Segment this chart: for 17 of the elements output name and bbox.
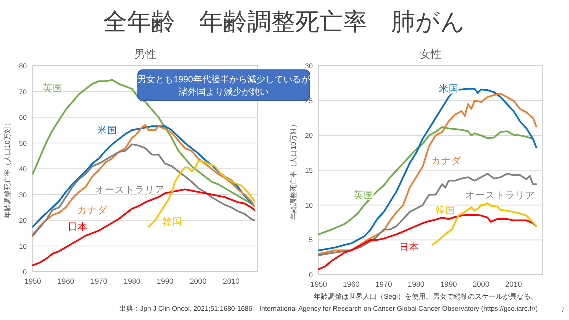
series-label: 米国 (97, 125, 118, 136)
chart-title: 全年齢 年齢調整死亡率 肺がん (104, 9, 466, 36)
series-label: 日本 (400, 242, 420, 254)
chart-subtitle: 女性 (420, 49, 442, 61)
annotation: 男女とも1990年代後半から減少しているが (138, 74, 312, 84)
series-label: カナダ (432, 156, 462, 168)
series-label: 米国 (438, 84, 459, 95)
series-label: オーストラリア (94, 185, 165, 196)
series-label: 日本 (68, 222, 88, 234)
series-label: 英国 (42, 83, 63, 94)
series-label: 英国 (354, 190, 374, 202)
series-label: オーストラリア (465, 190, 536, 202)
series-label: 韓国 (162, 217, 182, 228)
chart-subtitle: 男性 (134, 49, 156, 61)
series-label: 韓国 (436, 206, 456, 217)
series-label: カナダ (78, 206, 108, 217)
annotation: 諸外国より減少が鈍い (179, 87, 269, 97)
